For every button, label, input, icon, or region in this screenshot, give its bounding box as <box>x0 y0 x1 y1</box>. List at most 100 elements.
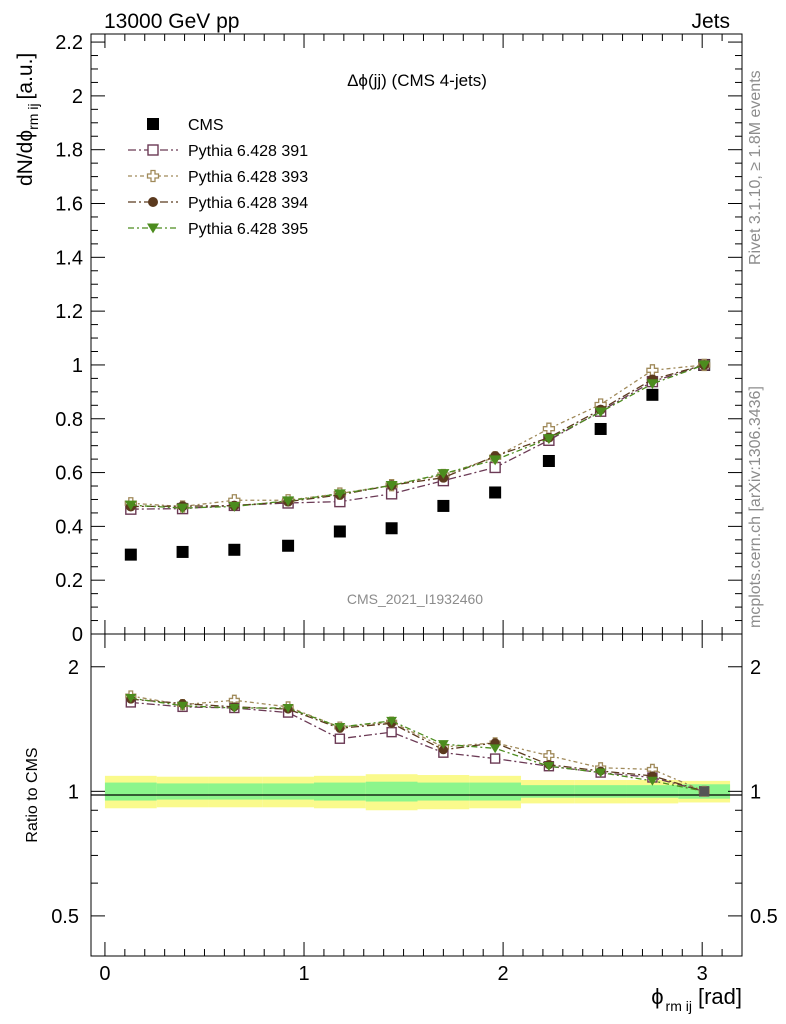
x-tick-label: 3 <box>697 963 708 985</box>
y-tick-label: 0.6 <box>55 463 83 485</box>
ratio-line <box>130 697 705 792</box>
stat-uncertainty-band <box>521 785 575 798</box>
ratio-y-tick-label: 1 <box>68 781 79 803</box>
data-point <box>542 454 555 467</box>
legend-entry-0: CMS <box>147 117 224 134</box>
ratio-marks <box>125 690 710 797</box>
ratio-point <box>228 703 240 713</box>
ratio-y-tick-label-right: 0.5 <box>750 906 778 928</box>
legend-marker <box>148 197 158 207</box>
x-axis-label-main: ϕ <box>651 984 663 1009</box>
y-tick-label: 1.8 <box>55 140 83 162</box>
stat-uncertainty-band <box>626 785 679 798</box>
data-point <box>646 364 659 377</box>
stat-uncertainty-band <box>417 782 470 801</box>
legend-entry-3: Pythia 6.428 394 <box>128 195 308 212</box>
ratio-line <box>130 695 705 792</box>
ratio-point <box>334 723 346 732</box>
ratio-panel: 0.5 0.5 1 1 2 2 0 1 2 3 Ratio to CMS ϕ rm ij [rad] <box>24 633 778 1014</box>
y-tick-label: 2.2 <box>55 32 83 54</box>
ratio-point <box>489 753 501 764</box>
y-axis-label-sub: rm ij <box>25 103 41 129</box>
data-point <box>228 501 241 512</box>
data-point <box>228 543 241 556</box>
svg-text:dN/dϕrm ij[a.u.]: dN/dϕrm ij [a.u.] <box>14 53 41 186</box>
legend-marker <box>147 144 159 156</box>
ratio-y-tick-label: 0.5 <box>51 906 79 928</box>
x-tick-label: 1 <box>298 963 309 985</box>
data-point <box>124 548 137 561</box>
x-tick-label: 0 <box>99 963 110 985</box>
data-point <box>437 499 450 512</box>
ratio-point <box>543 762 555 772</box>
y-axis-label: dN/dϕrm ij [a.u.] <box>14 53 41 186</box>
y-tick-label: 0.4 <box>55 516 83 538</box>
x-axis-label-sub: rm ij <box>666 998 692 1014</box>
ratio-y-label: Ratio to CMS <box>24 747 41 842</box>
x-axis-label: ϕ rm ij [rad] <box>651 984 742 1014</box>
stat-uncertainty-band <box>208 783 263 800</box>
data-point <box>489 486 502 499</box>
data-point <box>542 422 556 435</box>
data-point <box>282 496 295 507</box>
header-right: Jets <box>691 10 730 33</box>
legend-label: Pythia 6.428 395 <box>188 221 308 238</box>
ratio-point <box>489 744 501 754</box>
data-point <box>333 489 346 500</box>
stat-uncertainty-band <box>104 782 157 801</box>
data-point <box>124 500 137 511</box>
data-point <box>646 379 659 390</box>
data-point <box>385 480 398 491</box>
y-axis-label-main: dN/dϕ <box>14 130 37 186</box>
stat-uncertainty-band <box>262 783 314 800</box>
data-point <box>646 388 659 401</box>
chart-title: Δϕ(jj) (CMS 4-jets) <box>347 71 487 90</box>
stat-uncertainty-band <box>365 781 418 802</box>
ratio-point <box>282 703 294 713</box>
ratio-point <box>334 733 346 744</box>
legend-label: Pythia 6.428 394 <box>188 195 308 212</box>
stat-uncertainty-band <box>574 785 627 798</box>
ratio-point <box>647 776 658 786</box>
legend-entry-2: Pythia 6.428 393 <box>128 169 308 186</box>
legend-label: CMS <box>188 117 224 134</box>
ratio-point <box>543 749 555 762</box>
mcplots-label: mcplots.cern.ch [arXiv:1306.3436] <box>747 386 764 628</box>
ratio-point <box>177 701 188 711</box>
legend-entry-4: Pythia 6.428 395 <box>128 221 308 238</box>
data-point <box>594 407 607 418</box>
ratio-point <box>438 745 448 755</box>
y-axis-label-unit: [a.u.] <box>14 53 37 100</box>
series-line <box>130 364 705 508</box>
data-point <box>385 522 398 535</box>
y-tick-label: 2 <box>72 86 83 108</box>
legend-marker <box>147 118 159 130</box>
main-marks <box>124 358 711 561</box>
data-point <box>489 455 502 466</box>
ratio-point <box>386 726 397 738</box>
ratio-line <box>130 698 705 792</box>
legend: CMS Pythia 6.428 391 Pythia 6.428 393 Pythi… <box>128 117 308 238</box>
series-line <box>130 364 705 509</box>
main-panel: 0 0.2 0.4 0.6 0.8 1 1.2 1.4 1.6 1.8 2 2.2 Δϕ(jj) (C… <box>14 32 743 646</box>
ratio-x-ticks: 0 1 2 3 <box>99 634 723 985</box>
legend-label: Pythia 6.428 393 <box>188 169 308 186</box>
y-tick-label: 1.2 <box>55 301 83 323</box>
data-point <box>176 503 189 514</box>
y-tick-label: 1 <box>72 355 83 377</box>
rivet-label: Rivet 3.1.10, ≥ 1.8M events <box>747 70 764 265</box>
ratio-point <box>437 740 449 750</box>
series-2 <box>124 358 711 513</box>
ratio-y-tick-label-right: 2 <box>750 657 761 679</box>
series-3 <box>125 359 710 512</box>
legend-entry-1: Pythia 6.428 391 <box>128 143 308 160</box>
main-x-ticks <box>104 34 723 634</box>
legend-marker <box>147 223 159 234</box>
ratio-reference-point <box>699 786 709 797</box>
ratio-y-tick-label-right: 1 <box>750 781 761 803</box>
ratio-frame <box>90 633 743 957</box>
series-4 <box>124 360 711 514</box>
legend-label: Pythia 6.428 391 <box>188 143 308 160</box>
y-tick-label: 1.6 <box>55 194 83 216</box>
y-tick-label: 0.8 <box>55 409 83 431</box>
